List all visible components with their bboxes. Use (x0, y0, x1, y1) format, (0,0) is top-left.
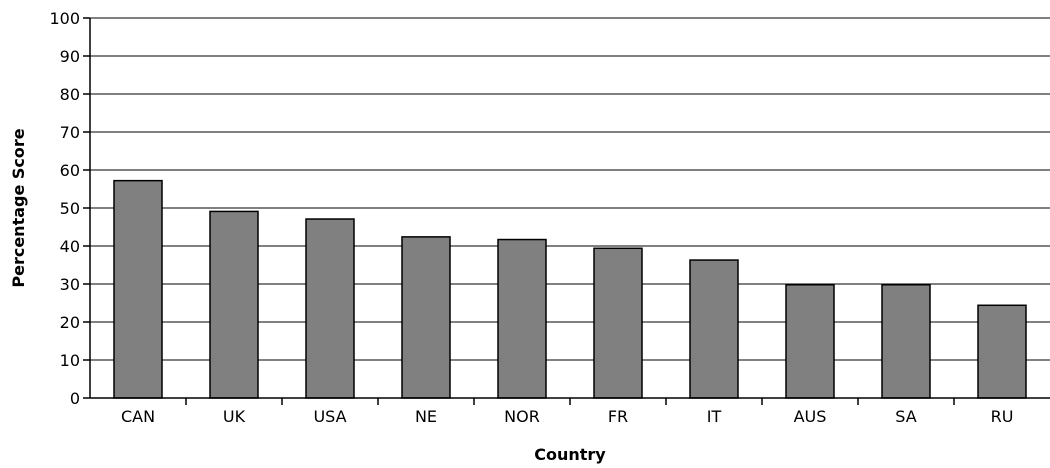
x-tick-label-usa: USA (313, 407, 346, 426)
x-tick-label-ru: RU (991, 407, 1014, 426)
x-tick-label-can: CAN (121, 407, 155, 426)
bar-uk (209, 210, 259, 399)
y-tick-label: 10 (60, 351, 80, 370)
x-tick-label-it: IT (707, 407, 722, 426)
x-tick-label-ne: NE (415, 407, 437, 426)
bar-it (689, 259, 739, 399)
y-tick-label: 90 (60, 47, 80, 66)
bar-ru (977, 304, 1027, 399)
y-tick-label: 80 (60, 85, 80, 104)
bars (113, 179, 1027, 399)
y-tick-label: 100 (49, 9, 80, 28)
x-tick-label-uk: UK (223, 407, 246, 426)
bar-fr (593, 247, 643, 399)
bar-aus (785, 284, 835, 399)
bar-ne (401, 236, 451, 399)
y-axis-ticks: 0 10 20 30 40 50 60 70 80 90 100 (49, 9, 90, 408)
y-tick-label: 70 (60, 123, 80, 142)
y-tick-label: 60 (60, 161, 80, 180)
bar-sa (881, 284, 931, 399)
bar-can (113, 179, 163, 399)
x-tick-label-sa: SA (895, 407, 916, 426)
x-axis-title: Country (534, 445, 606, 464)
y-axis-title: Percentage Score (9, 128, 28, 287)
x-tick-label-aus: AUS (794, 407, 827, 426)
y-tick-label: 30 (60, 275, 80, 294)
y-tick-label: 50 (60, 199, 80, 218)
x-tick-label-nor: NOR (504, 407, 540, 426)
y-tick-label: 0 (70, 389, 80, 408)
y-tick-label: 40 (60, 237, 80, 256)
bar-usa (305, 218, 355, 399)
x-tick-label-fr: FR (608, 407, 628, 426)
y-tick-label: 20 (60, 313, 80, 332)
x-axis-ticks: CAN UK USA NE NOR FR IT AUS SA RU (121, 398, 1013, 426)
bar-nor (497, 238, 547, 399)
